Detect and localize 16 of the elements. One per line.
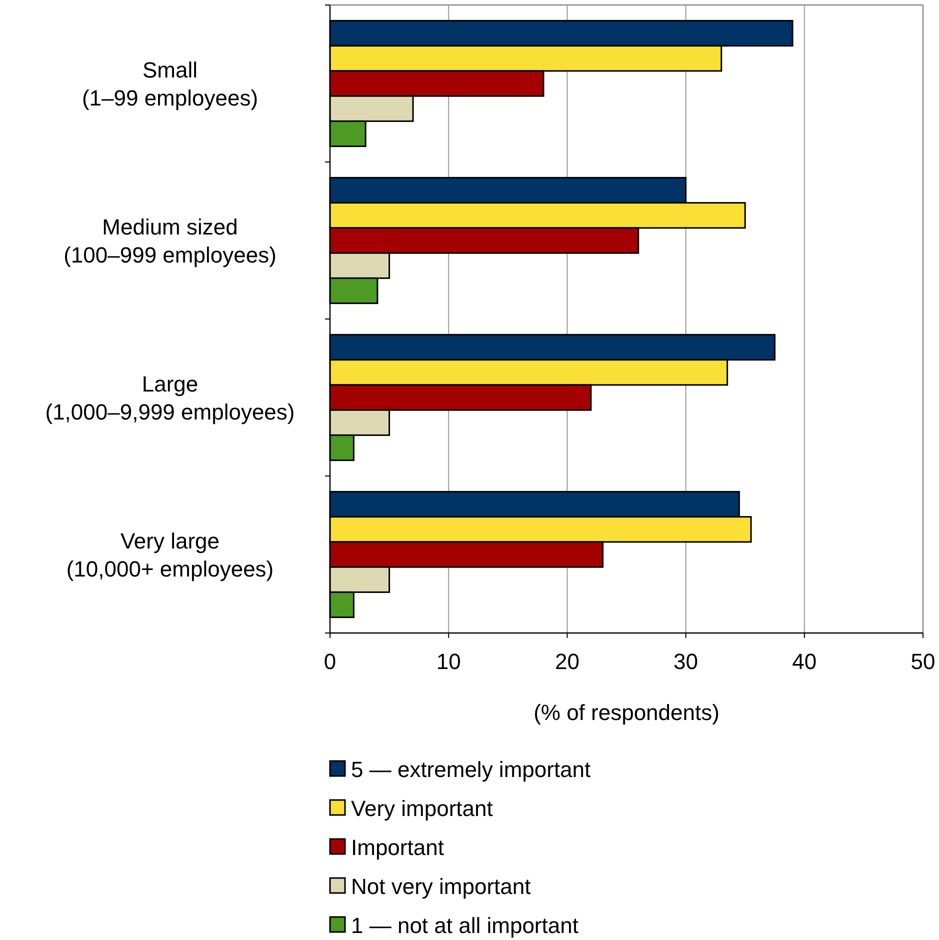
y-tick-label: Medium sized (100–999 employees) (64, 214, 276, 268)
x-tick-label: 0 (324, 649, 336, 674)
x-tick-label: 40 (792, 649, 817, 674)
x-tick-label: 30 (674, 649, 698, 674)
x-tick-label: 50 (910, 649, 936, 674)
y-tick-label: Large (1,000–9,999 employees) (45, 372, 295, 424)
legend-label: 5 — extremely important (351, 757, 591, 782)
legend-label: Important (351, 835, 444, 860)
y-tick-label: Small (1–99 employees) (82, 58, 258, 110)
x-tick-label: 10 (436, 649, 461, 674)
x-axis-title: (% of respondents) (534, 700, 720, 725)
legend-label: Very important (351, 796, 493, 821)
y-tick-label: Very large (10,000+ employees) (66, 528, 274, 582)
legend-label: Not very important (351, 874, 531, 899)
legend-label: 1 — not at all important (351, 913, 578, 938)
x-tick-label: 20 (554, 649, 580, 674)
